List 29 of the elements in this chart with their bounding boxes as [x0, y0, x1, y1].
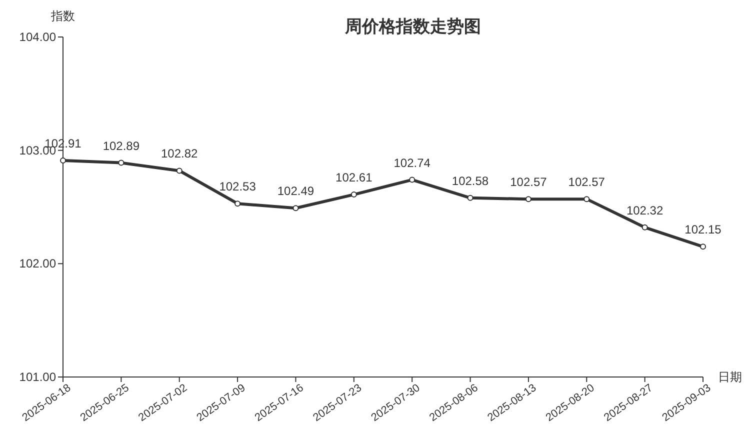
data-label: 102.15: [684, 222, 722, 237]
point: [584, 196, 590, 202]
data-label: 102.32: [626, 203, 664, 218]
data-label: 102.57: [510, 175, 548, 190]
point: [292, 205, 299, 212]
data-label: 102.49: [277, 184, 314, 198]
data-label: 102.53: [219, 180, 256, 194]
y-tick-label: 101.00: [19, 370, 56, 384]
point: [118, 160, 124, 166]
y-tick-label: 104.00: [19, 30, 56, 44]
data-label: 102.74: [394, 156, 431, 170]
point: [234, 200, 241, 207]
point: [642, 224, 648, 230]
y-tick-label: 102.00: [19, 256, 56, 271]
point: [525, 196, 532, 202]
chart-title: 周价格指数走势图: [344, 17, 481, 36]
y-axis-title: 指数: [50, 9, 75, 23]
data-label: 102.82: [161, 146, 198, 161]
x-axis-title: 日期: [718, 370, 742, 384]
point: [176, 168, 182, 174]
point: [350, 192, 357, 198]
point: [60, 158, 66, 164]
data-label: 102.58: [452, 174, 489, 188]
point: [409, 176, 416, 183]
data-label: 102.57: [568, 175, 606, 190]
data-label: 102.61: [336, 170, 373, 185]
point: [700, 244, 706, 250]
point: [467, 194, 474, 201]
data-label: 102.89: [102, 138, 140, 153]
